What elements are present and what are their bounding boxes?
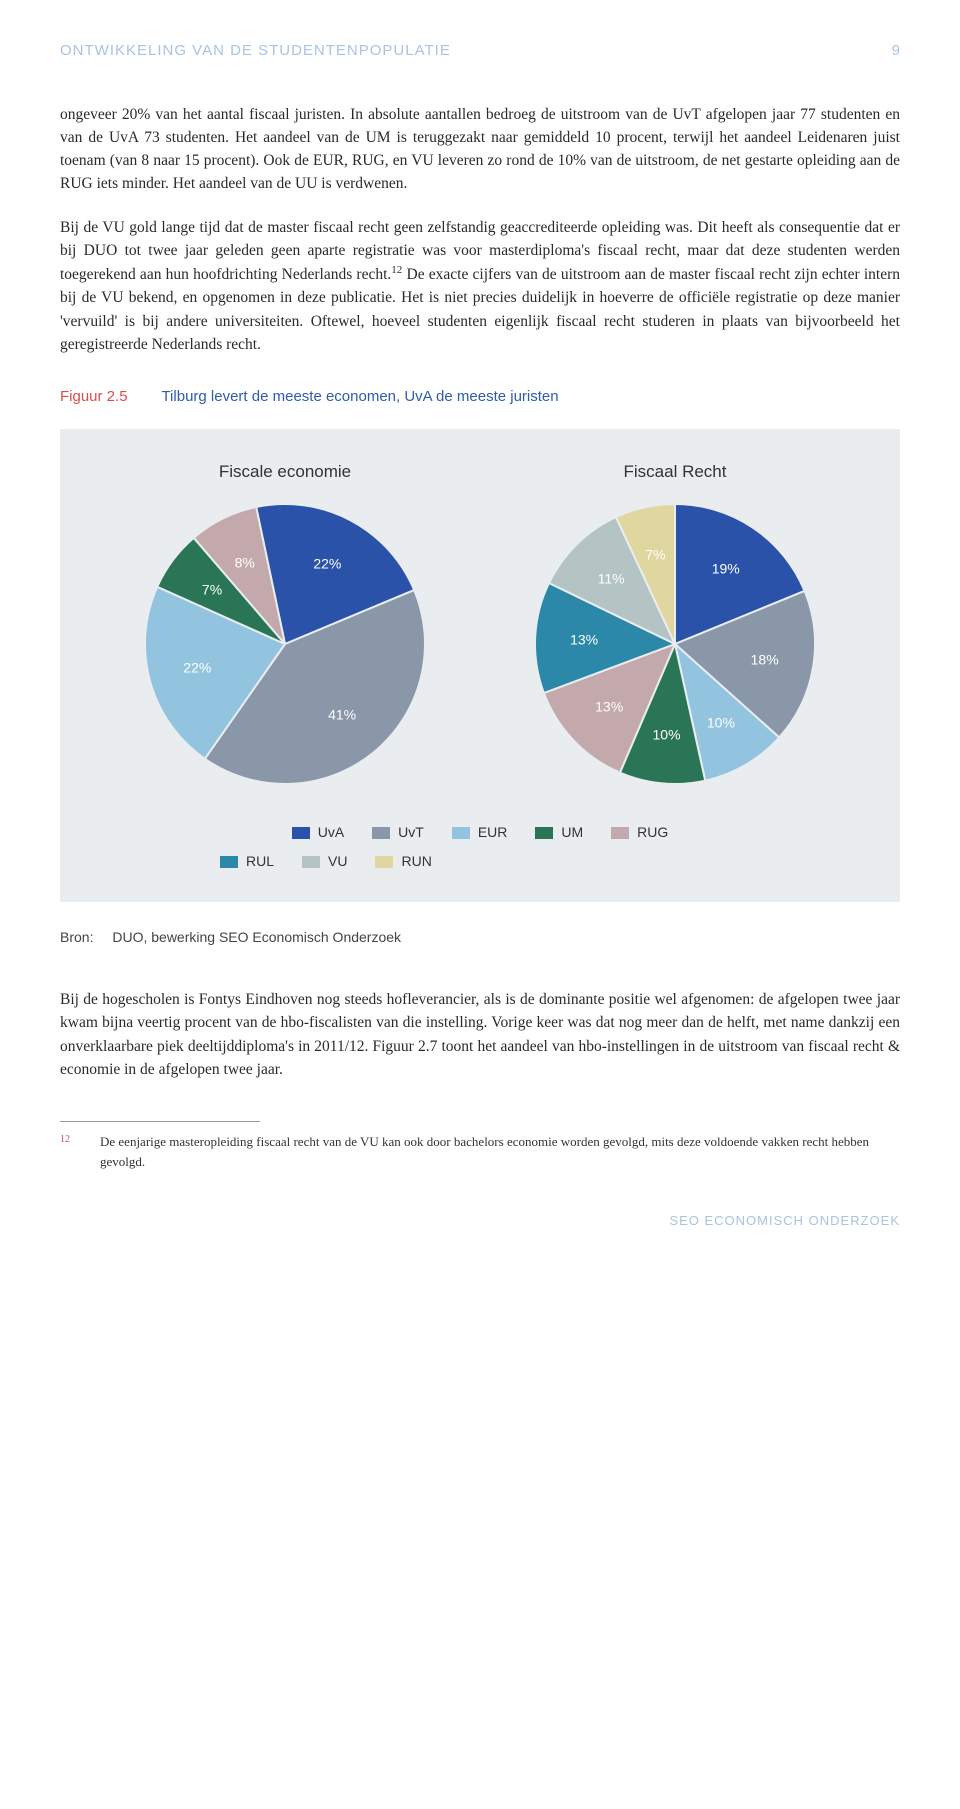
figure-number: Figuur 2.5: [60, 388, 128, 405]
legend-item-uva: UvA: [292, 822, 344, 843]
source-label: Bron:: [60, 929, 93, 945]
pie-slice-label: 8%: [235, 552, 255, 573]
pie-slice-label: 10%: [707, 712, 735, 733]
chart-title-economie: Fiscale economie: [90, 459, 480, 485]
source-text: DUO, bewerking SEO Economisch Onderzoek: [112, 929, 401, 945]
legend-item-rul: RUL: [220, 851, 274, 872]
figure-title: Tilburg levert de meeste economen, UvA d…: [161, 388, 558, 405]
page-header: ONTWIKKELING VAN DE STUDENTENPOPULATIE 9: [60, 40, 900, 63]
legend-swatch: [375, 856, 393, 868]
pie-slice-label: 18%: [751, 649, 779, 670]
pie-slice-label: 22%: [183, 658, 211, 679]
page-number: 9: [892, 40, 900, 63]
legend-label: UM: [561, 822, 583, 843]
paragraph-2: Bij de VU gold lange tijd dat de master …: [60, 216, 900, 357]
legend-item-vu: VU: [302, 851, 347, 872]
legend-swatch: [452, 827, 470, 839]
source-line: Bron: DUO, bewerking SEO Economisch Onde…: [60, 927, 900, 948]
section-title: ONTWIKKELING VAN DE STUDENTENPOPULATIE: [60, 40, 451, 63]
legend-item-run: RUN: [375, 851, 431, 872]
pie-slice-label: 13%: [595, 696, 623, 717]
legend-swatch: [220, 856, 238, 868]
chart-fiscaal-recht: Fiscaal Recht 19% 18% 10% 10% 13% 13% 11% 7%: [480, 459, 870, 793]
legend-item-rug: RUG: [611, 822, 668, 843]
legend-swatch: [611, 827, 629, 839]
legend-swatch: [372, 827, 390, 839]
paragraph-1: ongeveer 20% van het aantal fiscaal juri…: [60, 103, 900, 196]
pie-slice-label: 41%: [328, 704, 356, 725]
pie-chart-svg: [145, 504, 425, 784]
pie-slice-label: 7%: [202, 579, 222, 600]
pie-slice-label: 22%: [313, 553, 341, 574]
legend-label: EUR: [478, 822, 508, 843]
chart-title-recht: Fiscaal Recht: [480, 459, 870, 485]
pie-slice-label: 13%: [570, 629, 598, 650]
pie-slice-label: 19%: [712, 558, 740, 579]
footnote-separator: [60, 1121, 260, 1122]
legend-swatch: [302, 856, 320, 868]
figure-caption: Figuur 2.5 Tilburg levert de meeste econ…: [60, 386, 900, 409]
legend-label: RUG: [637, 822, 668, 843]
legend-label: RUL: [246, 851, 274, 872]
chart-panel: Fiscale economie 22% 41% 22% 7% 8% Fiscaal R…: [60, 429, 900, 903]
pie-slice-label: 11%: [598, 569, 625, 590]
footnote-text: De eenjarige masteropleiding fiscaal rec…: [100, 1132, 900, 1171]
chart-legend: UvA UvT EUR UM RUG RUL VU RUN: [90, 822, 870, 872]
legend-item-uvt: UvT: [372, 822, 424, 843]
footnote-number: 12: [60, 1132, 70, 1171]
paragraph-3: Bij de hogescholen is Fontys Eindhoven n…: [60, 988, 900, 1081]
pie-slice-label: 10%: [653, 724, 681, 745]
legend-label: VU: [328, 851, 347, 872]
legend-swatch: [535, 827, 553, 839]
page-footer: SEO ECONOMISCH ONDERZOEK: [60, 1211, 900, 1231]
legend-item-um: UM: [535, 822, 583, 843]
legend-label: RUN: [401, 851, 431, 872]
legend-label: UvT: [398, 822, 424, 843]
legend-item-eur: EUR: [452, 822, 508, 843]
footnote-12: 12 De eenjarige masteropleiding fiscaal …: [60, 1132, 900, 1171]
legend-label: UvA: [318, 822, 344, 843]
footnote-ref-12: 12: [391, 264, 402, 276]
chart-fiscale-economie: Fiscale economie 22% 41% 22% 7% 8%: [90, 459, 480, 793]
legend-swatch: [292, 827, 310, 839]
pie-slice-label: 7%: [645, 545, 665, 566]
